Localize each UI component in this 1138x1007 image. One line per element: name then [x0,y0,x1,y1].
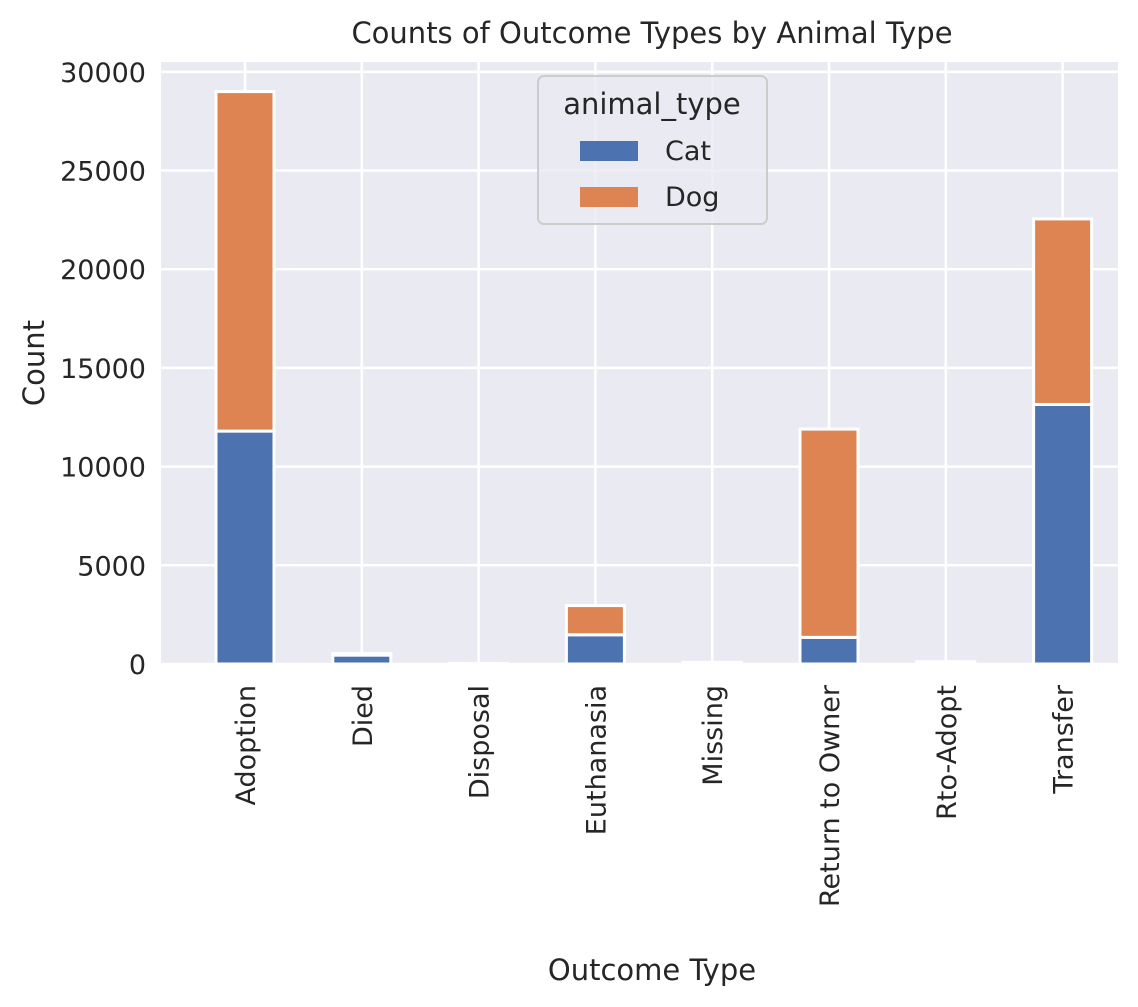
x-tick-label: Rto-Adopt [932,685,963,820]
bar-cat-euthanasia [564,633,626,666]
y-tick-label: 0 [129,650,146,681]
y-tick-label: 30000 [60,58,146,89]
x-tick-label: Missing [698,685,729,786]
bar-dog-euthanasia [564,604,626,637]
x-axis-title: Outcome Type [548,953,756,987]
x-tick-labels: Adoption Died Disposal Euthanasia Missing Ret… [231,684,1080,907]
legend-swatch-cat [580,141,638,161]
bar-dog-rto-adopt [915,660,977,665]
y-axis-title: Count [17,320,51,406]
legend-label-cat: Cat [665,136,711,167]
bar-dog-died [331,652,393,657]
x-tick-label: Return to Owner [815,684,846,907]
bars [214,90,1094,666]
legend: animal_type Cat Dog [537,75,768,225]
x-tick-label: Adoption [231,685,262,806]
bar-dog-return-to-owner [798,427,860,639]
y-tick-label: 10000 [60,453,146,484]
bar-cat-adoption [214,429,276,666]
x-tick-label: Died [348,685,379,747]
bar-cat-transfer [1032,402,1094,666]
bar-cat-return-to-owner [798,635,860,666]
bar-dog-missing [681,660,743,665]
chart-title: Counts of Outcome Types by Animal Type [351,16,952,50]
y-tick-labels: 0 5000 10000 15000 20000 25000 30000 [60,58,146,681]
legend-label-dog: Dog [665,182,719,213]
bar-dog-adoption [214,90,276,433]
x-tick-label: Disposal [465,685,496,799]
bar-dog-transfer [1032,217,1094,406]
x-tick-label: Euthanasia [581,685,612,835]
legend-swatch-dog [580,187,638,207]
x-tick-label: Transfer [1049,684,1080,794]
legend-title: animal_type [563,87,741,121]
y-tick-label: 25000 [60,157,146,188]
y-tick-label: 15000 [60,354,146,385]
y-tick-label: 20000 [60,255,146,286]
y-tick-label: 5000 [77,551,146,582]
